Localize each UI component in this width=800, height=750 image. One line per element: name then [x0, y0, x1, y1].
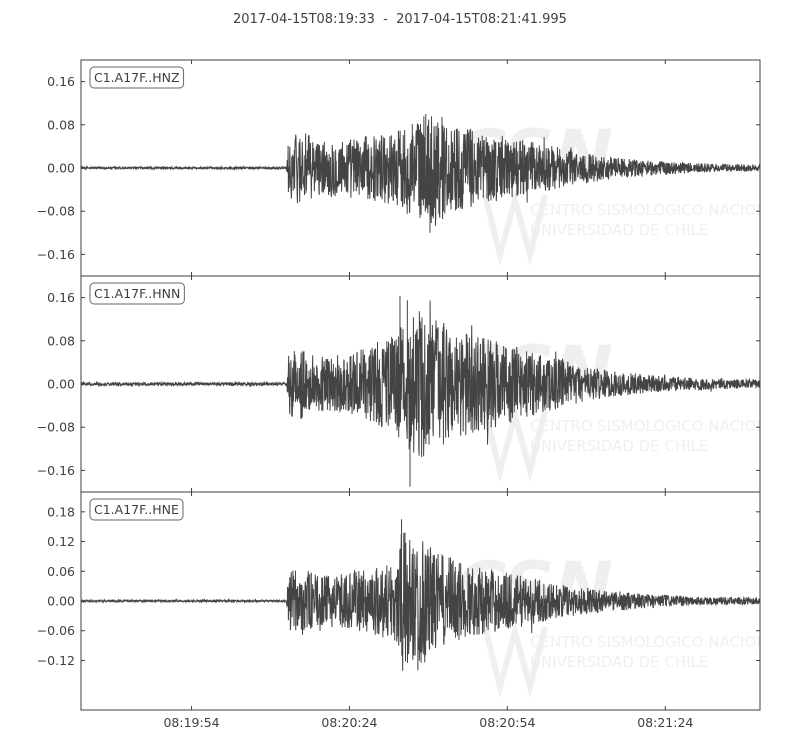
- waveform-trace: [81, 519, 760, 671]
- y-tick-label: −0.08: [37, 420, 75, 435]
- y-tick-label: 0.00: [47, 161, 75, 176]
- y-tick-label: −0.16: [37, 247, 75, 262]
- svg-text:CENTRO SISMOLOGICO NACIONAL: CENTRO SISMOLOGICO NACIONAL: [530, 417, 787, 435]
- station-label-box: [89, 498, 184, 521]
- station-label: C1.A17F..HNE: [94, 502, 179, 517]
- y-tick-label: −0.12: [37, 653, 75, 668]
- y-tick-label: −0.16: [37, 463, 75, 478]
- svg-text:UNIVERSIDAD DE CHILE: UNIVERSIDAD DE CHILE: [530, 221, 708, 239]
- station-label: C1.A17F..HNZ: [94, 70, 180, 85]
- y-tick-label: 0.08: [47, 117, 75, 132]
- waveform-trace: [81, 114, 760, 233]
- station-label-box: [89, 66, 185, 89]
- x-tick-label: 08:20:24: [321, 715, 377, 730]
- y-tick-label: 0.00: [47, 594, 75, 609]
- y-tick-label: −0.06: [37, 623, 75, 638]
- y-tick-label: 0.06: [47, 564, 75, 579]
- y-tick-label: 0.18: [47, 504, 75, 519]
- y-tick-label: 0.16: [47, 74, 75, 89]
- station-label-box: [89, 282, 185, 305]
- x-tick-label: 08:21:24: [637, 715, 693, 730]
- waveform-trace: [81, 295, 760, 487]
- y-tick-label: 0.16: [47, 290, 75, 305]
- y-tick-label: 0.00: [47, 377, 75, 392]
- svg-text:CENTRO SISMOLOGICO NACIONAL: CENTRO SISMOLOGICO NACIONAL: [530, 201, 787, 219]
- svg-text:UNIVERSIDAD DE CHILE: UNIVERSIDAD DE CHILE: [530, 653, 708, 671]
- x-tick-label: 08:19:54: [163, 715, 219, 730]
- svg-text:UNIVERSIDAD DE CHILE: UNIVERSIDAD DE CHILE: [530, 437, 708, 455]
- y-tick-label: 0.08: [47, 333, 75, 348]
- chart-title: 2017-04-15T08:19:33 - 2017-04-15T08:21:4…: [233, 12, 567, 27]
- y-tick-label: −0.08: [37, 204, 75, 219]
- station-label: C1.A17F..HNN: [94, 286, 180, 301]
- x-axis: 08:19:54 08:20:24 08:20:54 08:21:24: [163, 715, 693, 730]
- x-tick-label: 08:20:54: [479, 715, 535, 730]
- svg-text:CENTRO SISMOLOGICO NACIONAL: CENTRO SISMOLOGICO NACIONAL: [530, 633, 787, 651]
- y-tick-label: 0.12: [47, 534, 75, 549]
